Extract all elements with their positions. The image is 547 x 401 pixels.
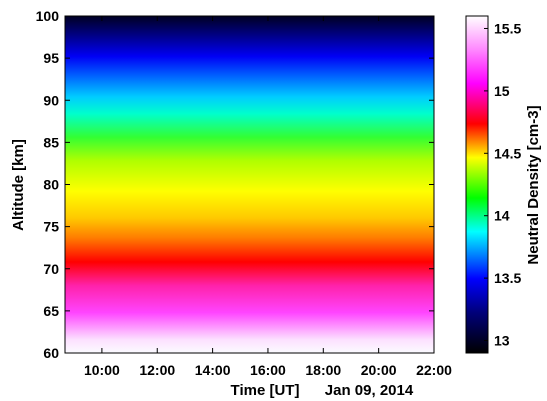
x-tick-label: 16:00 [250, 362, 286, 378]
x-tick-label: 14:00 [195, 362, 231, 378]
y-axis-ticks: 60 65 70 75 80 85 90 95 100 [36, 8, 434, 361]
date-label: Jan 09, 2014 [325, 382, 414, 399]
colorbar-tick-label: 13 [494, 333, 510, 349]
x-tick-label: 18:00 [305, 362, 341, 378]
colorbar-tick-label: 13.5 [494, 270, 521, 286]
x-tick-label: 22:00 [416, 362, 452, 378]
y-tick-label: 65 [43, 303, 59, 319]
y-tick-label: 75 [43, 219, 59, 235]
colorbar-label: Neutral Density [cm-3] [525, 105, 542, 264]
heatmap-area [65, 16, 434, 353]
x-axis-ticks: 10:00 12:00 14:00 16:00 18:00 20:00 22:00 [84, 16, 452, 378]
y-tick-label: 70 [43, 261, 59, 277]
colorbar-tick-label: 14.5 [494, 145, 521, 161]
y-axis-label: Altitude [km] [10, 139, 27, 231]
colorbar-tick-label: 14 [494, 208, 510, 224]
x-axis-label: Time [UT] [231, 382, 300, 399]
x-tick-label: 10:00 [84, 362, 120, 378]
y-tick-label: 100 [36, 8, 60, 24]
x-tick-label: 12:00 [139, 362, 175, 378]
x-tick-label: 20:00 [361, 362, 397, 378]
y-tick-label: 95 [43, 50, 59, 66]
y-tick-label: 60 [43, 345, 59, 361]
y-tick-label: 80 [43, 177, 59, 193]
y-tick-label: 85 [43, 134, 59, 150]
colorbar [465, 15, 489, 354]
colorbar-ticks: 13 13.5 14 14.5 15 15.5 [484, 20, 521, 349]
colorbar-tick-label: 15.5 [494, 20, 521, 36]
y-tick-label: 90 [43, 92, 59, 108]
colorbar-tick-label: 15 [494, 83, 510, 99]
